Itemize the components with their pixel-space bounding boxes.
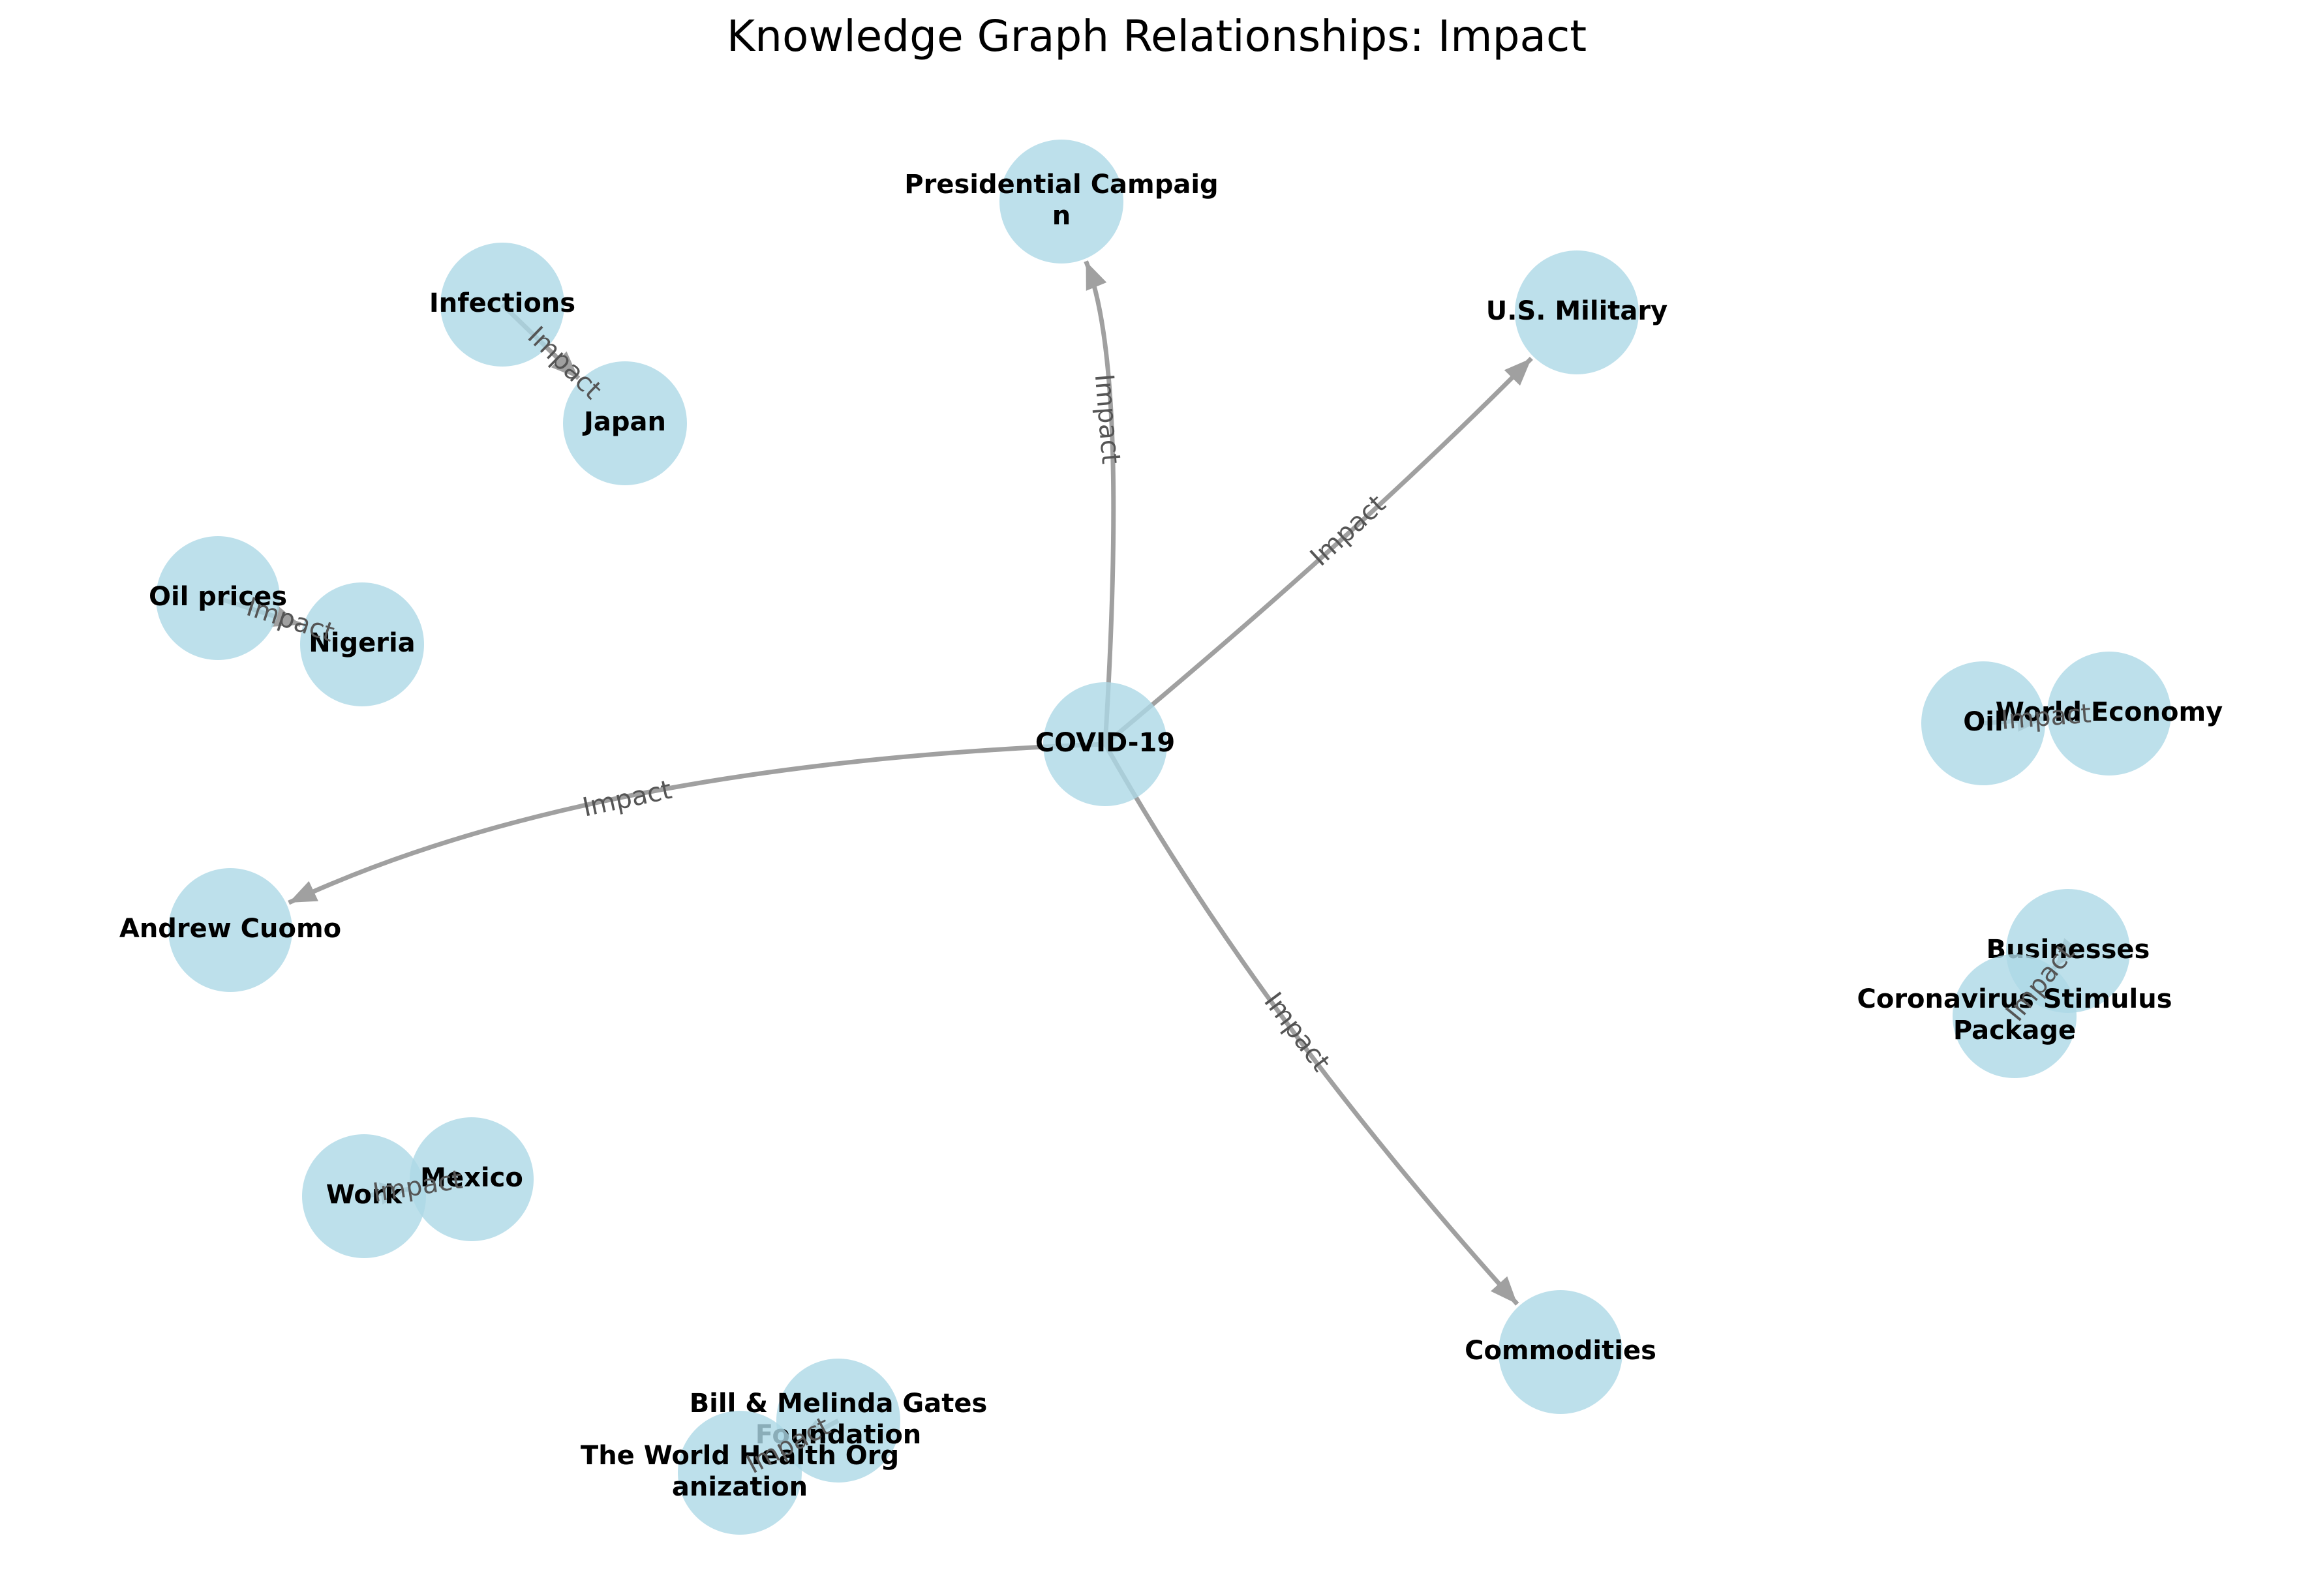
edge-label: Impact [1258,987,1336,1077]
node-japan[interactable]: Japan [563,361,687,485]
node-work[interactable]: Work [302,1134,426,1258]
node-circle[interactable] [2047,652,2171,775]
node-circle[interactable] [563,361,687,485]
node-circle[interactable] [776,1359,900,1483]
node-label: World Economy [1996,697,2223,727]
node-label: Oil prices [149,582,287,612]
node-circle[interactable] [302,1134,426,1258]
node-infections[interactable]: Infections [429,243,575,367]
node-label: Andrew Cuomo [119,914,341,944]
node-circle[interactable] [410,1117,534,1241]
node-oil[interactable]: Oil [1921,661,2045,785]
node-commodities[interactable]: Commodities [1465,1290,1656,1414]
node-circle[interactable] [1953,954,2077,1078]
node-label: Nigeria [309,628,415,658]
edge-line [1103,356,1533,746]
node-label: The World Health Org [581,1441,899,1471]
node-label: anization [672,1472,808,1502]
node-label: Commodities [1465,1336,1656,1366]
node-cuomo[interactable]: Andrew Cuomo [119,868,341,992]
node-circle[interactable] [300,582,424,706]
arrowhead-icon [551,351,579,379]
edge-label: Impact [580,775,675,823]
graph-title: Knowledge Graph Relationships: Impact [727,11,1587,61]
node-circle[interactable] [156,536,280,660]
edge-label: Impact [1305,489,1392,572]
node-label: Work [326,1180,403,1210]
edge-labels-layer: ImpactImpactImpactImpactImpactImpactImpa… [243,321,2092,1480]
edge-label: Impact [522,321,607,405]
node-circle[interactable] [1043,682,1167,806]
node-label: Presidential Campaig [904,170,1218,200]
node-label: Japan [582,407,666,437]
node-nigeria[interactable]: Nigeria [300,582,424,706]
node-label: Package [1953,1016,2076,1046]
edges-layer [217,260,2082,1445]
node-circle[interactable] [1515,250,1639,374]
arrowhead-icon [1491,1276,1517,1304]
edge-label: Impact [1089,373,1126,466]
node-label: Oil [1963,707,2003,737]
edge-covid-cuomo [288,742,1106,905]
node-label: U.S. Military [1486,296,1667,326]
node-covid[interactable]: COVID-19 [1035,682,1175,806]
node-label: Mexico [420,1163,523,1193]
node-circle[interactable] [440,243,564,367]
node-label: n [1052,201,1071,231]
edge-covid-military [1103,356,1533,746]
node-circle[interactable] [1499,1290,1622,1414]
edge-covid-campaign [1084,260,1116,745]
node-label: COVID-19 [1035,728,1175,758]
node-oilprices[interactable]: Oil prices [149,536,287,660]
edge-covid-commodities [1103,743,1519,1306]
edge-line [288,742,1106,905]
node-label: Coronavirus Stimulus [1857,984,2172,1014]
arrowhead-icon [1504,358,1532,386]
node-label: Infections [429,288,575,318]
node-mexico[interactable]: Mexico [410,1117,534,1241]
node-circle[interactable] [999,140,1123,263]
arrowhead-icon [1086,261,1107,291]
node-circle[interactable] [678,1411,802,1535]
edge-label: Impact [2000,699,2092,736]
node-circle[interactable] [168,868,292,992]
arrowhead-icon [288,881,318,903]
node-military[interactable]: U.S. Military [1486,250,1667,374]
edge-line [1103,743,1519,1306]
edge-line [1084,260,1116,745]
node-economy[interactable]: World Economy [1996,652,2223,775]
node-circle[interactable] [1921,661,2045,785]
